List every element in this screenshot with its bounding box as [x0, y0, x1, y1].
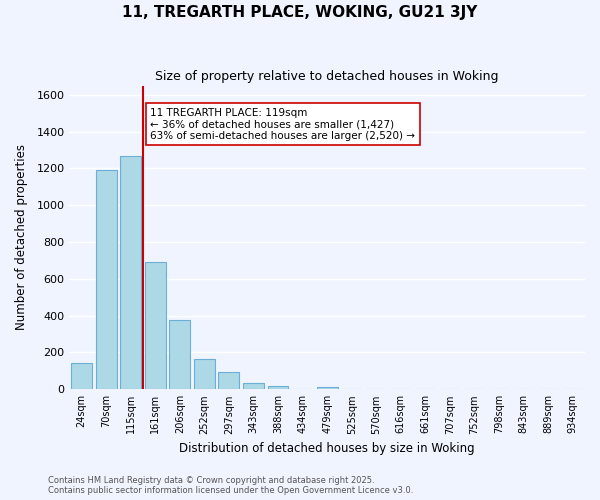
Text: 11, TREGARTH PLACE, WOKING, GU21 3JY: 11, TREGARTH PLACE, WOKING, GU21 3JY	[122, 5, 478, 20]
Bar	[317, 387, 338, 390]
Text: Contains HM Land Registry data © Crown copyright and database right 2025.
Contai: Contains HM Land Registry data © Crown c…	[48, 476, 413, 495]
Bar	[145, 262, 166, 390]
Bar	[120, 156, 141, 390]
Bar	[218, 372, 239, 390]
Y-axis label: Number of detached properties: Number of detached properties	[15, 144, 28, 330]
Bar	[194, 359, 215, 390]
Title: Size of property relative to detached houses in Woking: Size of property relative to detached ho…	[155, 70, 499, 83]
Bar	[169, 320, 190, 390]
Text: 11 TREGARTH PLACE: 119sqm
← 36% of detached houses are smaller (1,427)
63% of se: 11 TREGARTH PLACE: 119sqm ← 36% of detac…	[151, 108, 415, 141]
Bar	[243, 384, 264, 390]
Bar	[96, 170, 116, 390]
X-axis label: Distribution of detached houses by size in Woking: Distribution of detached houses by size …	[179, 442, 475, 455]
Bar	[268, 386, 289, 390]
Bar	[71, 362, 92, 390]
